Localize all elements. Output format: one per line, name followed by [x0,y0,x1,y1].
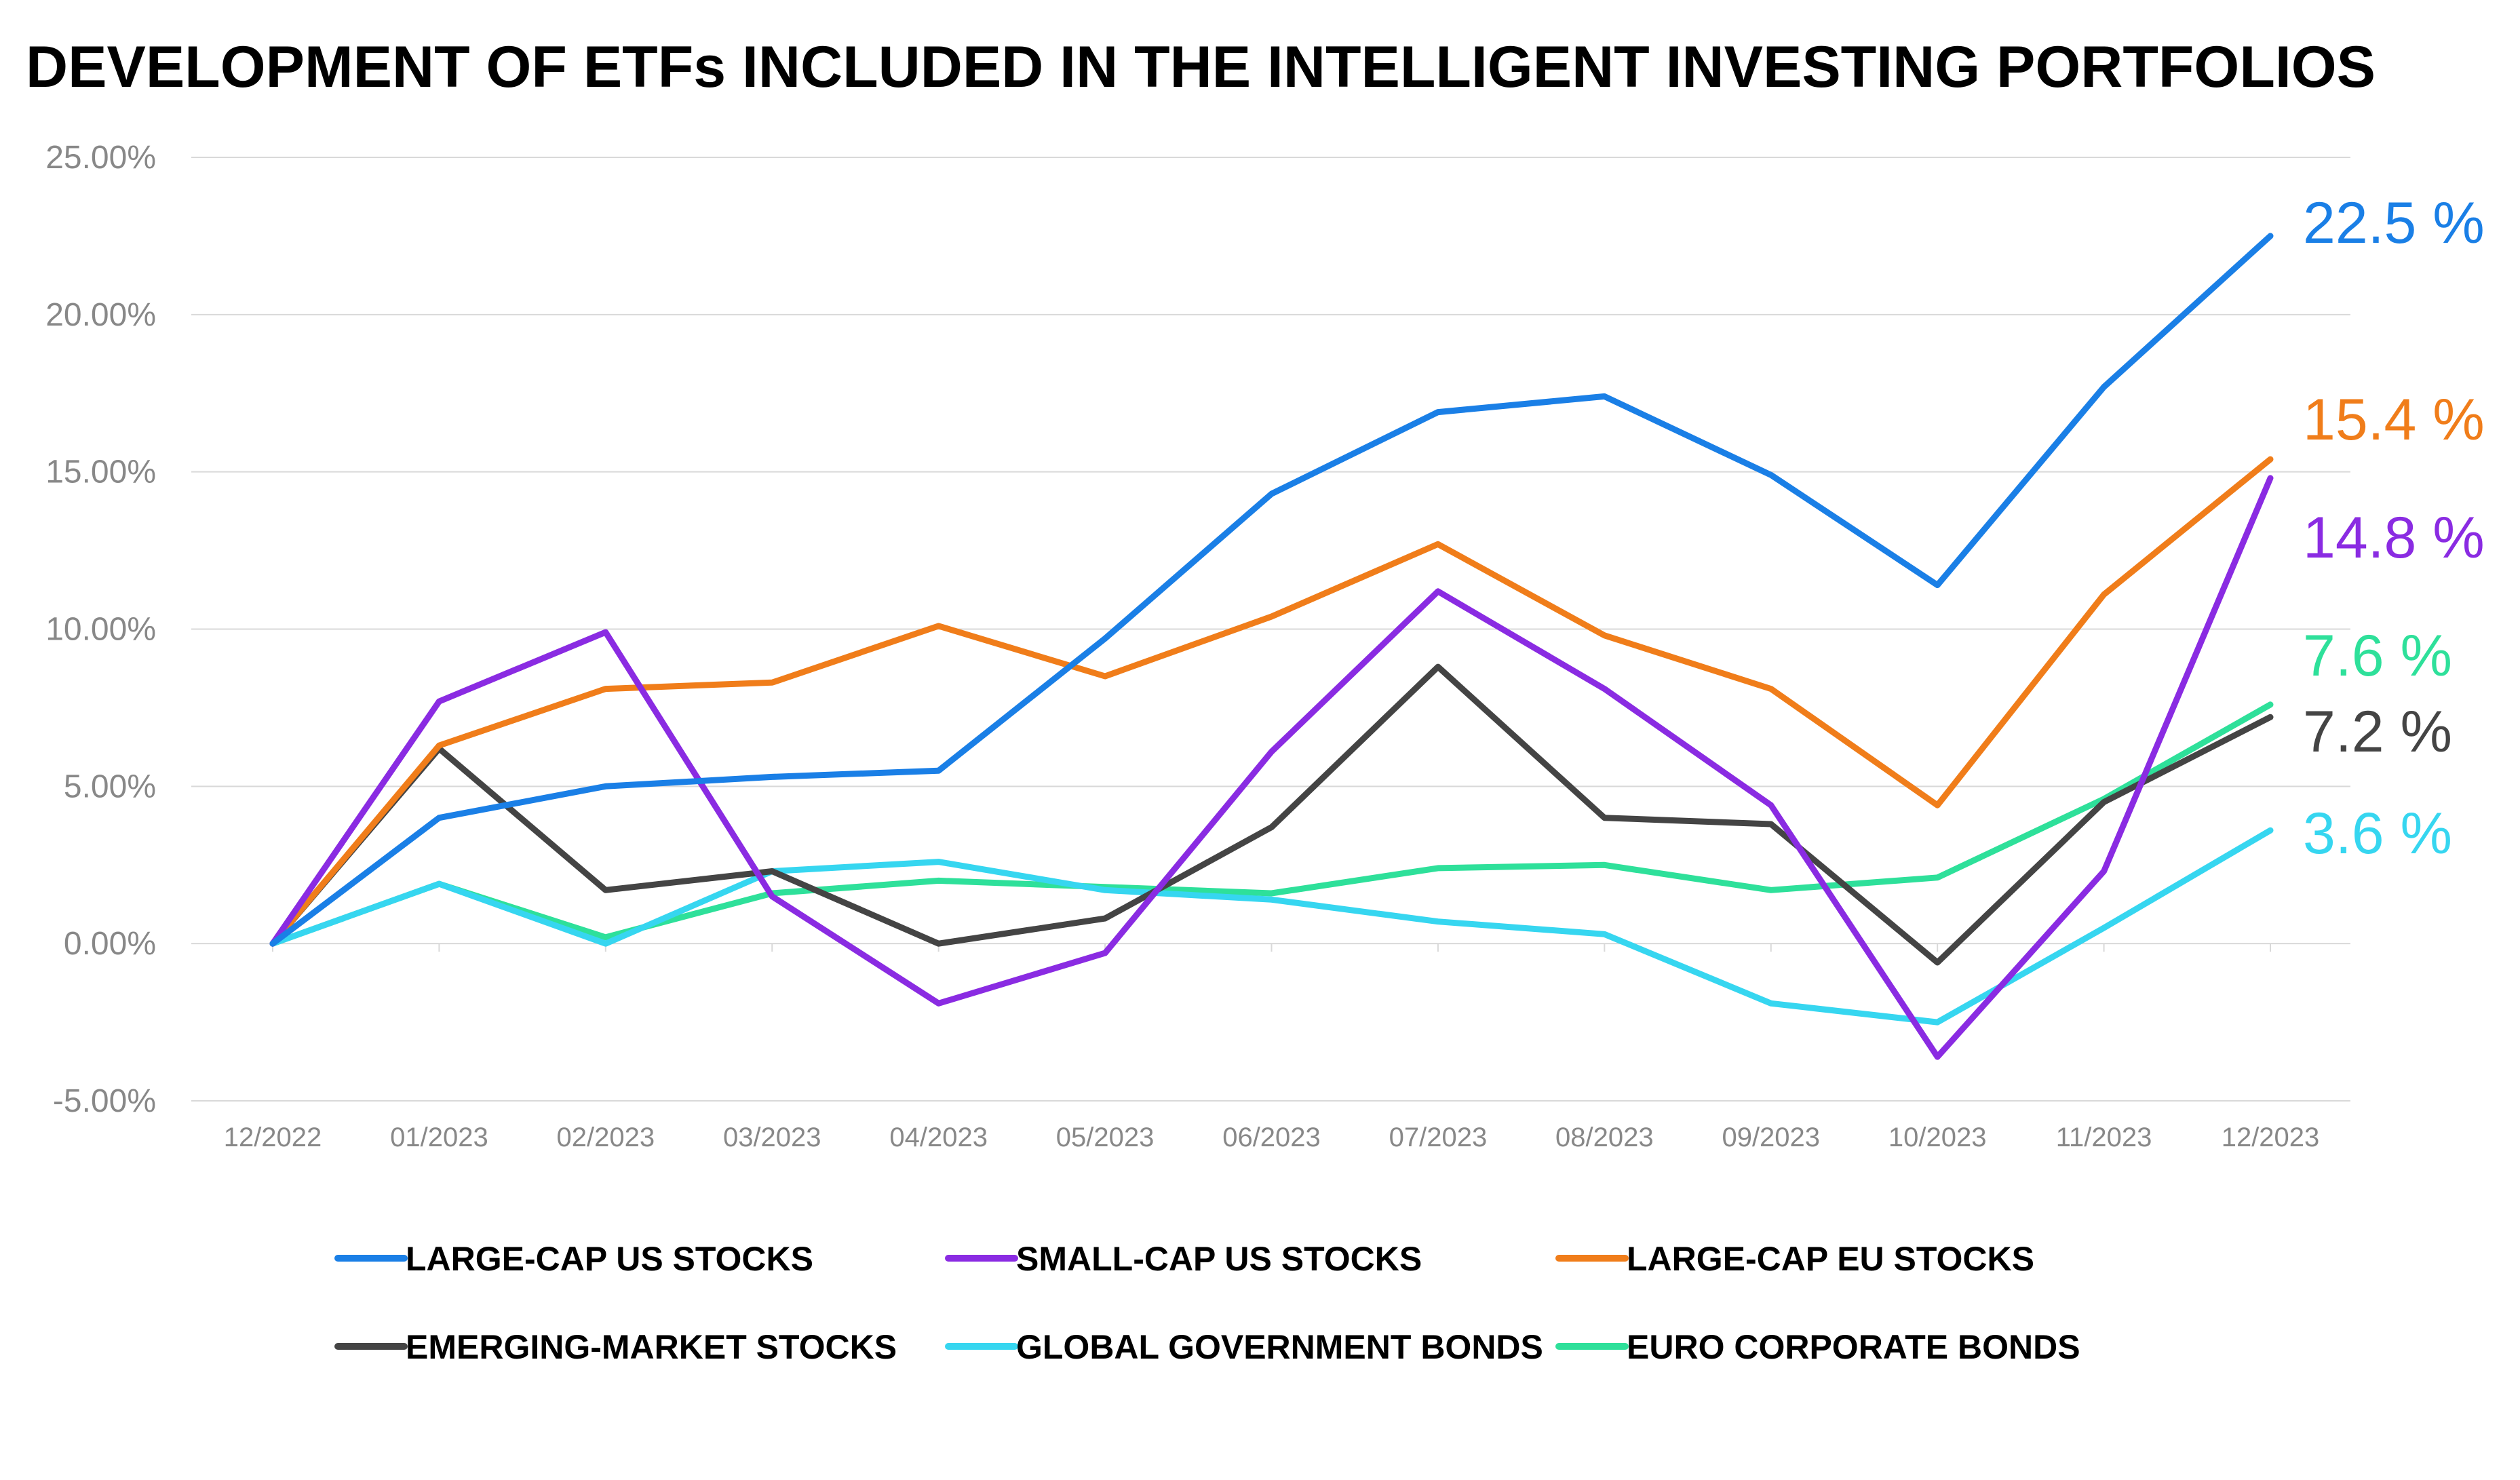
legend-item: SMALL-CAP US STOCKS [945,1240,1422,1278]
legend-label: EMERGING-MARKET STOCKS [406,1328,897,1366]
x-tick-label: 09/2023 [1722,1123,1820,1152]
y-tick-label: 5.00% [64,768,156,804]
series-line-large-cap-eu-stocks [269,456,2274,947]
y-tick-label: 15.00% [45,454,156,490]
x-tick-label: 12/2022 [224,1123,322,1152]
y-tick-label: 20.00% [45,297,156,333]
x-tick-label: 07/2023 [1389,1123,1488,1152]
x-axis-ticks: 12/2022 01/2023 02/2023 03/2023 04/2023 05/20… [224,1123,2320,1152]
x-tick-label: 01/2023 [390,1123,488,1152]
end-value-labels: 22.5 % 14.8 % 15.4 % 7.2 % 3.6 % 7.6 % [2303,191,2485,866]
legend: LARGE-CAP US STOCKS SMALL-CAP US STOCKS LA… [334,1240,2080,1366]
legend-label: SMALL-CAP US STOCKS [1016,1240,1422,1278]
series-line-emerging-market-stocks [269,663,2274,966]
y-tick-label: 10.00% [45,612,156,648]
series-lines [269,233,2274,1060]
legend-item: EURO CORPORATE BONDS [1555,1328,2080,1366]
legend-item: LARGE-CAP EU STOCKS [1555,1240,2034,1278]
series-line-euro-corporate-bonds [269,701,2274,947]
y-axis-ticks: 25.00% 20.00% 15.00% 10.00% 5.00% 0.00% -5.00% [45,140,156,1119]
x-tick-label: 05/2023 [1056,1123,1155,1152]
x-tick-label: 12/2023 [2222,1123,2320,1152]
end-value-label: 7.2 % [2303,699,2452,764]
y-tick-label: -5.00% [53,1083,156,1119]
end-value-label: 7.6 % [2303,623,2452,688]
x-tick-label: 08/2023 [1555,1123,1654,1152]
series-line-small-cap-us-stocks [269,475,2274,1060]
end-value-label: 3.6 % [2303,801,2452,866]
legend-item: GLOBAL GOVERNMENT BONDS [945,1328,1543,1366]
end-value-label: 14.8 % [2303,505,2485,570]
grid-lines [191,157,2350,1102]
chart-title: DEVELOPMENT OF ETFs INCLUDED IN THE INTE… [26,35,2376,100]
legend-label: LARGE-CAP US STOCKS [406,1240,813,1278]
x-tick-label: 06/2023 [1222,1123,1321,1152]
end-value-label: 15.4 % [2303,387,2485,452]
legend-label: EURO CORPORATE BONDS [1627,1328,2080,1366]
end-value-label: 22.5 % [2303,191,2485,256]
series-line-large-cap-us-stocks [269,233,2274,947]
x-tick-label: 11/2023 [2056,1123,2152,1152]
legend-item: EMERGING-MARKET STOCKS [334,1328,897,1366]
y-tick-label: 0.00% [64,926,156,962]
legend-label: GLOBAL GOVERNMENT BONDS [1016,1328,1543,1366]
x-tick-label: 02/2023 [557,1123,655,1152]
legend-item: LARGE-CAP US STOCKS [334,1240,813,1278]
series-line-global-government-bonds [269,827,2274,1026]
legend-label: LARGE-CAP EU STOCKS [1627,1240,2034,1278]
x-tick-label: 03/2023 [723,1123,821,1152]
x-tick-label: 04/2023 [889,1123,988,1152]
x-tick-label: 10/2023 [1888,1123,1987,1152]
y-tick-label: 25.00% [45,140,156,176]
